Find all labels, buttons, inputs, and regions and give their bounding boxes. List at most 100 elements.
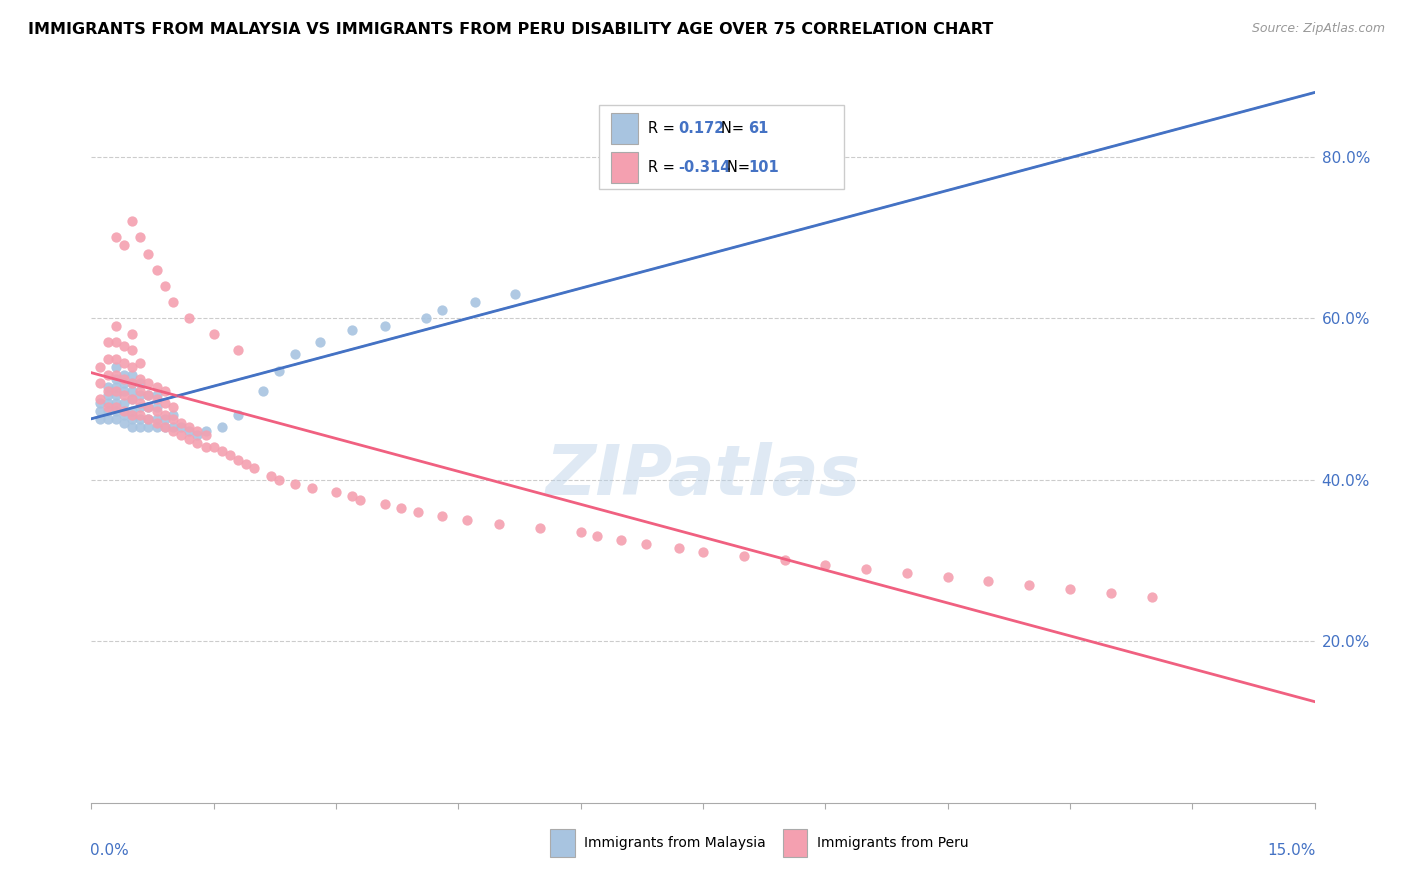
Point <box>97 396 120 410</box>
Point <box>153 384 176 398</box>
Point <box>112 339 135 353</box>
Point <box>267 473 290 487</box>
Text: R =: R = <box>648 120 679 136</box>
Point <box>814 558 837 572</box>
Point <box>267 364 290 378</box>
Point <box>349 492 371 507</box>
Point <box>162 295 184 310</box>
Point <box>89 404 111 418</box>
Point <box>430 303 453 318</box>
Point <box>153 396 176 410</box>
Text: Immigrants from Malaysia: Immigrants from Malaysia <box>585 836 766 850</box>
Point <box>301 481 323 495</box>
Point <box>219 449 242 463</box>
Point <box>733 549 755 564</box>
Point <box>112 384 135 398</box>
Point <box>112 372 135 386</box>
Point <box>211 444 233 458</box>
Point <box>145 404 167 418</box>
Point <box>104 400 127 414</box>
Text: 0.0%: 0.0% <box>90 843 129 858</box>
Point <box>112 388 135 402</box>
Point <box>260 468 283 483</box>
Point <box>179 311 201 326</box>
Text: 0.172: 0.172 <box>679 120 725 136</box>
Point <box>153 420 176 434</box>
Point <box>415 311 437 326</box>
Point <box>104 372 127 386</box>
Point <box>129 408 152 422</box>
Point <box>977 574 1000 588</box>
FancyBboxPatch shape <box>599 105 844 188</box>
Point <box>121 392 143 406</box>
Point <box>129 355 152 369</box>
Point <box>896 566 918 580</box>
Point <box>773 553 796 567</box>
Point <box>104 404 127 418</box>
Point <box>855 561 877 575</box>
Point <box>121 384 143 398</box>
Point <box>186 424 208 438</box>
Point <box>226 343 249 358</box>
Point <box>129 412 152 426</box>
Point <box>194 441 217 455</box>
Point <box>138 412 160 426</box>
Point <box>668 541 690 556</box>
Point <box>104 396 127 410</box>
Point <box>342 323 364 337</box>
Point <box>121 368 143 382</box>
Point <box>194 424 217 438</box>
Point <box>145 416 167 430</box>
Bar <box>612 113 638 144</box>
Point <box>89 376 111 390</box>
Point <box>162 412 184 426</box>
Point <box>284 476 307 491</box>
Point <box>634 537 657 551</box>
Text: 61: 61 <box>748 120 769 136</box>
Point <box>97 404 120 418</box>
Point <box>121 404 143 418</box>
Point <box>97 335 120 350</box>
Point <box>162 424 184 438</box>
Point <box>235 457 257 471</box>
Point <box>569 525 592 540</box>
Point <box>121 412 143 426</box>
Point <box>170 428 193 442</box>
Point <box>121 376 143 390</box>
Text: N=: N= <box>727 160 755 175</box>
Point <box>129 376 152 390</box>
Point <box>138 412 160 426</box>
Point <box>374 497 396 511</box>
Point <box>179 424 201 438</box>
Point <box>129 388 152 402</box>
Bar <box>783 829 807 856</box>
Point <box>138 420 160 434</box>
Point <box>342 489 364 503</box>
Point <box>97 351 120 366</box>
Point <box>97 412 120 426</box>
Point <box>145 380 167 394</box>
Point <box>104 319 127 334</box>
Point <box>325 484 347 499</box>
Point <box>464 295 486 310</box>
Point <box>104 335 127 350</box>
Point <box>186 436 208 450</box>
Bar <box>550 829 575 856</box>
Point <box>162 400 184 414</box>
Point <box>145 420 167 434</box>
Point <box>104 368 127 382</box>
Point <box>145 262 167 277</box>
Point <box>104 412 127 426</box>
Point <box>97 400 120 414</box>
Point <box>145 400 167 414</box>
Point <box>112 355 135 369</box>
Point <box>211 420 233 434</box>
Point <box>243 460 266 475</box>
Point <box>121 343 143 358</box>
Point <box>226 408 249 422</box>
Point <box>145 412 167 426</box>
Point <box>112 396 135 410</box>
Point <box>1059 582 1081 596</box>
Point <box>202 327 225 342</box>
Point <box>488 517 510 532</box>
